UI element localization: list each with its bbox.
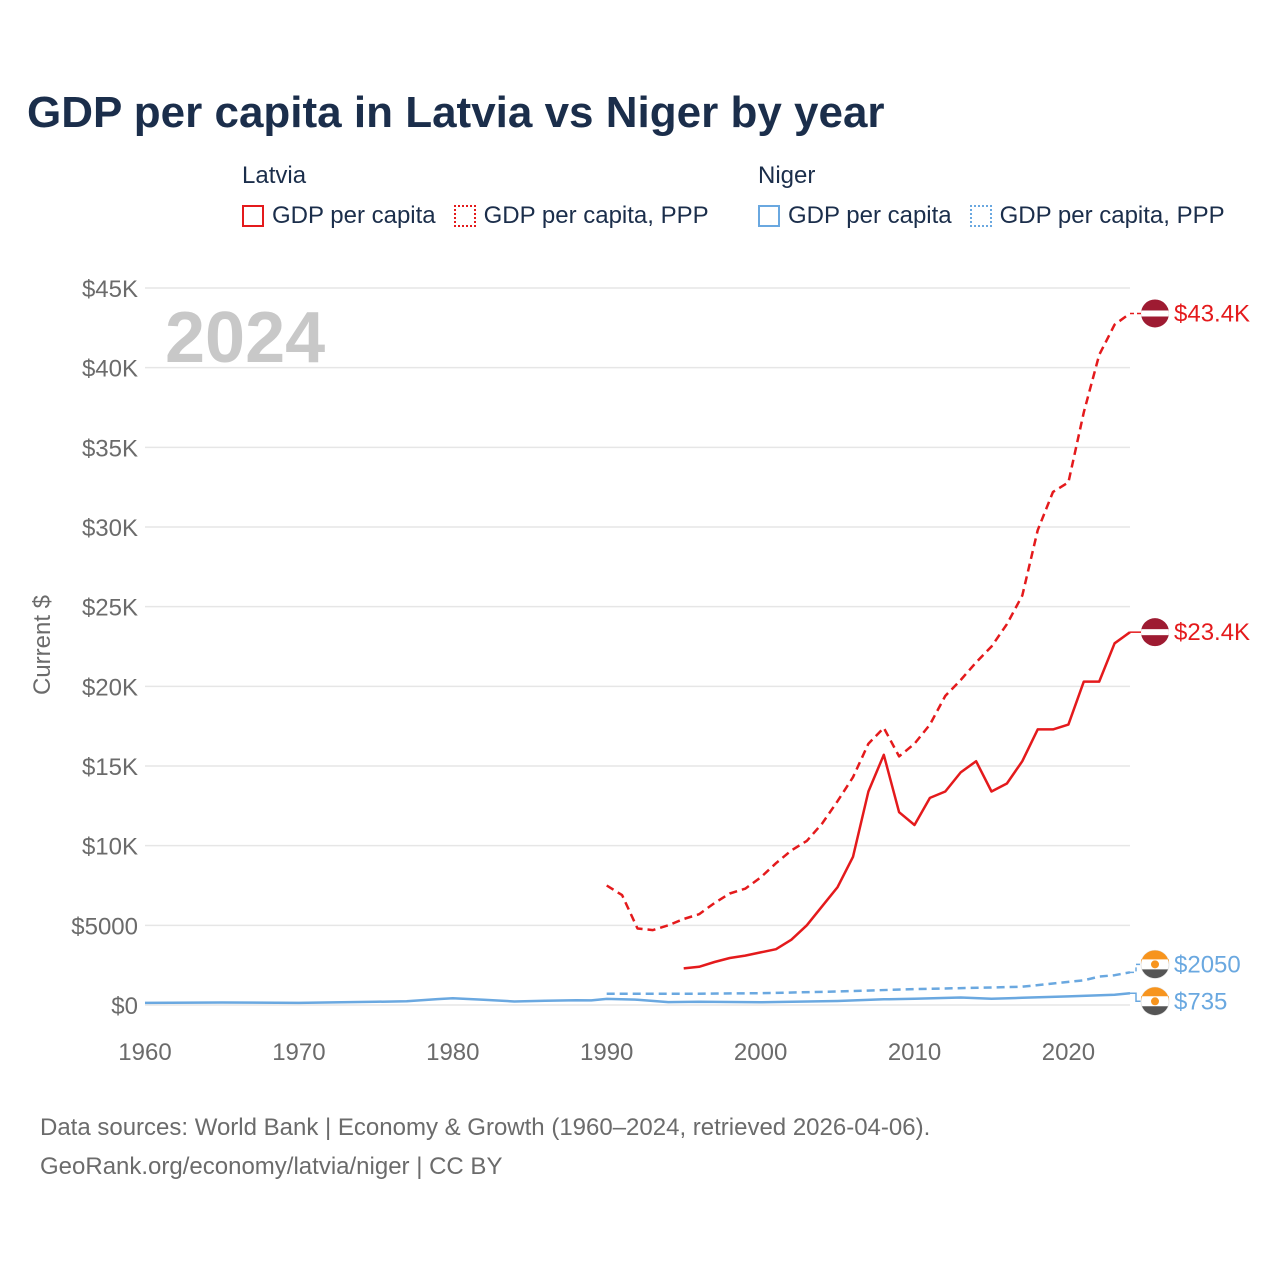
legend-latvia: Latvia GDP per capita GDP per capita, PP… [242, 162, 709, 230]
y-tick-label: $35K [82, 435, 138, 462]
source-note: Data sources: World Bank | Economy & Gro… [40, 1108, 930, 1186]
end-value-label: $735 [1174, 988, 1227, 1015]
y-axis-label: Current $ [29, 595, 56, 695]
y-tick-label: $30K [82, 515, 138, 542]
end-marker-niger_ppp [1140, 949, 1170, 979]
flag-stripe [1141, 987, 1169, 1002]
y-tick-label: $45K [82, 276, 138, 303]
flag-stripe [1141, 950, 1169, 965]
flag-stripe [1142, 1006, 1168, 1016]
dotted-swatch-icon [969, 205, 992, 227]
legend-niger-title: Niger [758, 162, 816, 189]
source-line-1: Data sources: World Bank | Economy & Gro… [40, 1114, 931, 1141]
x-tick-label: 1970 [272, 1039, 325, 1066]
year-watermark: 2024 [165, 298, 325, 378]
end-marker-latvia_ppp [1141, 299, 1169, 328]
end-connector [1130, 992, 1141, 1003]
y-tick-label: $0 [111, 993, 138, 1020]
legend-niger: Niger GDP per capita GDP per capita, PPP [758, 162, 1225, 230]
end-value-label: $2050 [1174, 951, 1241, 978]
end-value-label: $23.4K [1174, 619, 1250, 646]
end-value-label: $43.4K [1174, 300, 1250, 327]
solid-swatch-icon [758, 205, 780, 227]
series-line-niger_ppp [606, 971, 1131, 996]
end-marker-niger_gdp [1140, 986, 1170, 1016]
series-lines [144, 312, 1141, 1005]
axes: $0 $5000 $10K $15K $20K $25K $30K $35K $40K $45K 1… [71, 276, 1095, 1066]
legend-latvia-gdp[interactable]: GDP per capita [242, 202, 436, 230]
series-line-latvia_ppp [606, 312, 1131, 932]
flag-stripe [1141, 629, 1169, 636]
x-tick-label: 2010 [888, 1039, 941, 1066]
legend-niger-ppp[interactable]: GDP per capita, PPP [969, 202, 1225, 230]
solid-swatch-icon [242, 205, 264, 227]
flag-stripe [1141, 310, 1169, 317]
x-tick-label: 2000 [734, 1039, 787, 1066]
source-line-2[interactable]: GeoRank.org/economy/latvia/niger | CC BY [40, 1153, 503, 1180]
legend-label: GDP per capita, PPP [999, 202, 1225, 229]
legend-niger-gdp[interactable]: GDP per capita [758, 202, 952, 230]
y-tick-label: $20K [82, 674, 138, 701]
y-tick-label: $15K [82, 754, 138, 781]
series-line-latvia_gdp [683, 631, 1131, 970]
legend-latvia-title: Latvia [242, 162, 307, 189]
flag-disc [1151, 960, 1159, 969]
dotted-swatch-icon [453, 205, 476, 227]
y-tick-label: $40K [82, 356, 138, 383]
series-line-niger_gdp [144, 992, 1131, 1005]
x-tick-label: 1990 [580, 1039, 633, 1066]
legend-label: GDP per capita [788, 202, 952, 229]
end-marker-latvia_gdp [1141, 618, 1169, 647]
end-connector [1130, 963, 1141, 974]
x-tick-label: 2020 [1042, 1039, 1095, 1066]
y-tick-label: $10K [82, 834, 138, 861]
y-tick-label: $5000 [71, 913, 138, 940]
legend-latvia-ppp[interactable]: GDP per capita, PPP [453, 202, 709, 230]
y-tick-label: $25K [82, 595, 138, 622]
chart-title: GDP per capita in Latvia vs Niger by yea… [27, 88, 885, 137]
end-markers: $43.4K $23.4K $2050 $735 [1140, 299, 1250, 1016]
x-tick-label: 1960 [118, 1039, 171, 1066]
flag-disc [1151, 997, 1159, 1006]
grid [145, 287, 1130, 1006]
legend-label: GDP per capita [272, 202, 436, 229]
x-tick-label: 1980 [426, 1039, 479, 1066]
legend-label: GDP per capita, PPP [483, 202, 709, 229]
flag-stripe [1142, 969, 1168, 979]
